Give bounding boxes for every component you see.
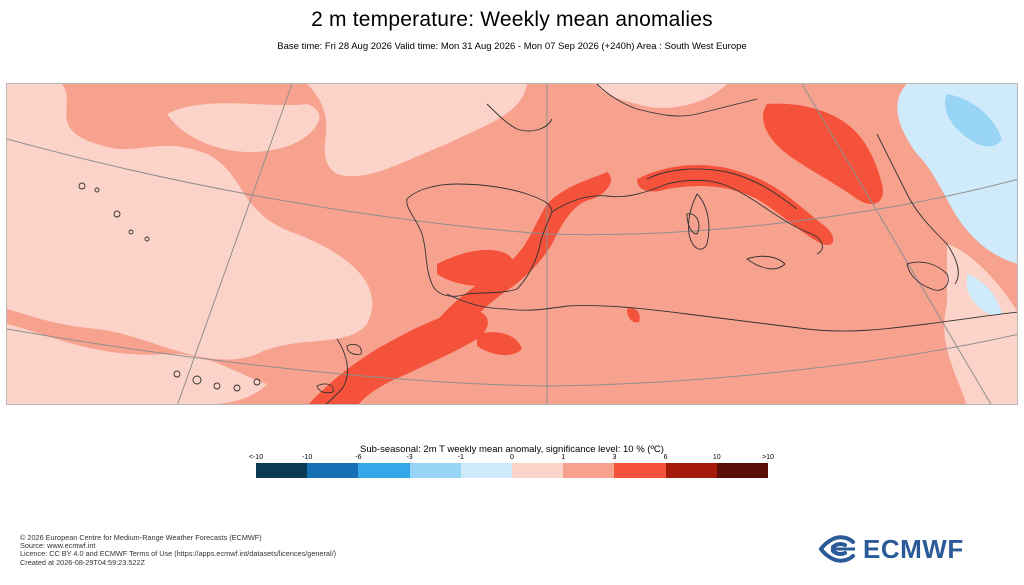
footer-licence: Licence: CC BY 4.0 and ECMWF Terms of Us… xyxy=(20,549,337,559)
footer-copyright: © 2026 European Centre for Medium-Range … xyxy=(20,533,262,542)
footer: © 2026 European Centre for Medium-Range … xyxy=(20,533,337,567)
page-title: 2 m temperature: Weekly mean anomalies xyxy=(311,8,713,31)
legend-tick-label: 1 xyxy=(561,454,566,461)
light-anomaly-biscay xyxy=(307,84,527,177)
strong-anomaly-atlas xyxy=(477,332,522,356)
legend-swatch xyxy=(665,463,717,478)
legend-tick-label: 3 xyxy=(612,454,617,461)
logo-text: ECMWF xyxy=(863,533,964,564)
strong-anomaly-morocco xyxy=(308,309,488,404)
footer-source: Source: www.ecmwf.int xyxy=(20,541,96,551)
legend-swatch xyxy=(307,463,359,478)
legend-tick-label: 10 xyxy=(712,454,721,461)
anomaly-map[interactable] xyxy=(6,83,1018,405)
ecmwf-logo[interactable]: ECMWF xyxy=(813,533,964,565)
legend-swatch xyxy=(512,463,564,478)
legend-colorbar xyxy=(256,463,769,478)
legend-tick-label: 6 xyxy=(663,454,668,461)
strong-anomaly-italy-north xyxy=(637,164,834,245)
page-subtitle: Base time: Fri 28 Aug 2026 Valid time: M… xyxy=(277,41,747,52)
light-anomaly-channel xyxy=(597,84,727,108)
light-anomaly-north xyxy=(167,103,320,153)
legend-swatch xyxy=(614,463,666,478)
strong-anomaly-iberia xyxy=(427,172,612,344)
legend-tick-label: >10 xyxy=(762,454,774,461)
legend-swatch xyxy=(358,463,410,478)
map-canvas xyxy=(7,84,1017,404)
light-anomaly-atlantic xyxy=(7,84,373,360)
strong-anomaly-balkans xyxy=(763,103,883,204)
cool-anomaly-core xyxy=(945,94,1002,147)
legend-tick-label: 0 xyxy=(510,454,514,461)
cool-anomaly-aegean xyxy=(967,274,1002,315)
strong-anomaly-meseta xyxy=(437,249,515,286)
legend-tick-label: <-10 xyxy=(248,454,264,461)
light-anomaly-southwest xyxy=(7,324,267,404)
light-anomaly-east xyxy=(944,244,1017,404)
legend-tick-label: -1 xyxy=(457,454,464,461)
legend-swatch xyxy=(460,463,513,478)
footer-created: Created at 2026-08-29T04:59:23.522Z xyxy=(20,557,145,567)
legend-tick-label: -10 xyxy=(302,454,313,461)
ecmwf-logo-icon xyxy=(819,535,855,563)
coastlines xyxy=(325,84,1017,404)
legend-swatch xyxy=(563,463,615,478)
legend-swatch xyxy=(716,463,769,478)
legend-tick-label: -6 xyxy=(355,454,362,461)
graticule xyxy=(7,84,1017,404)
legend-title: Sub-seasonal: 2m T weekly mean anomaly, … xyxy=(360,444,664,455)
legend-swatch xyxy=(409,463,461,478)
legend-tick-label: -3 xyxy=(406,454,413,461)
legend-swatch xyxy=(256,463,308,478)
legend-ticks: <-10 -10 -6 -3 -1 0 1 3 6 10 >10 xyxy=(249,454,774,464)
strong-anomaly-tunisia xyxy=(627,308,640,323)
islands xyxy=(78,182,362,394)
